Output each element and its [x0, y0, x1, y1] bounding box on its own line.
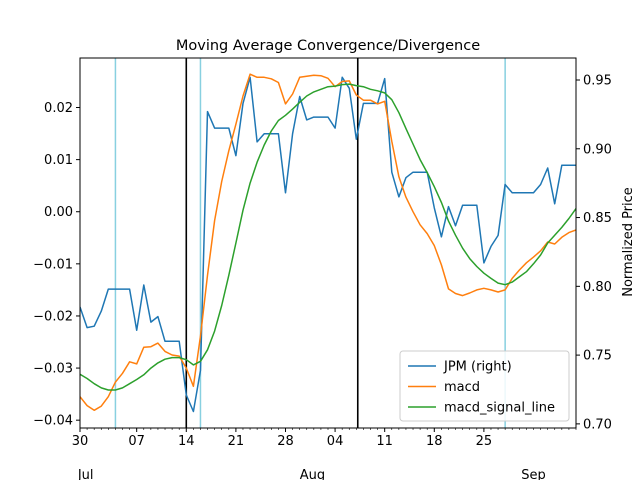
left-y-tick-label: 0.02: [44, 101, 73, 116]
right-y-tick-label: 0.70: [583, 417, 612, 432]
x-month-label: Sep: [521, 468, 546, 480]
macd-signal-line: [80, 83, 576, 391]
x-tick-label: 25: [476, 434, 493, 449]
left-y-tick-label: 0.00: [44, 205, 73, 220]
legend-box: [399, 350, 570, 422]
legend: JPM (right) macd macd_signal_line: [399, 350, 570, 422]
x-tick-label: 11: [376, 434, 393, 449]
left-y-tick-label: −0.01: [33, 257, 73, 272]
x-tick-label: 18: [426, 434, 443, 449]
jpm-line: [80, 76, 576, 413]
right-y-tick-label: 0.90: [583, 142, 612, 157]
right-y-tick-label: 0.85: [583, 211, 612, 226]
x-month-label: Jul: [77, 468, 94, 480]
x-tick-label: 30: [72, 434, 89, 449]
x-tick-label: 07: [128, 434, 145, 449]
right-y-tick-label: 0.80: [583, 280, 612, 295]
legend-label: JPM (right): [443, 360, 512, 375]
left-y-tick-label: −0.04: [33, 414, 73, 429]
right-axis-label: Normalized Price: [621, 187, 636, 297]
x-tick-label: 21: [228, 434, 245, 449]
legend-label: macd: [444, 380, 480, 395]
left-y-tick-label: 0.01: [44, 153, 73, 168]
right-y-tick-label: 0.95: [583, 74, 612, 89]
axes: −0.04 −0.03 −0.02 −0.01 0.00 0.01 0.02 0.70 0.75…: [33, 57, 612, 480]
left-y-tick-label: −0.03: [33, 362, 73, 377]
plot-area: [80, 58, 576, 428]
left-y-tick-label: −0.02: [33, 309, 73, 324]
x-tick-label: 04: [327, 434, 344, 449]
macd-line: [80, 73, 576, 412]
legend-label: macd_signal_line: [444, 401, 555, 416]
x-month-label: Aug: [300, 468, 325, 480]
x-tick-label: 14: [178, 434, 195, 449]
chart-title: Moving Average Convergence/Divergence: [176, 38, 480, 54]
x-tick-label: 28: [277, 434, 294, 449]
right-y-tick-label: 0.75: [583, 349, 612, 364]
